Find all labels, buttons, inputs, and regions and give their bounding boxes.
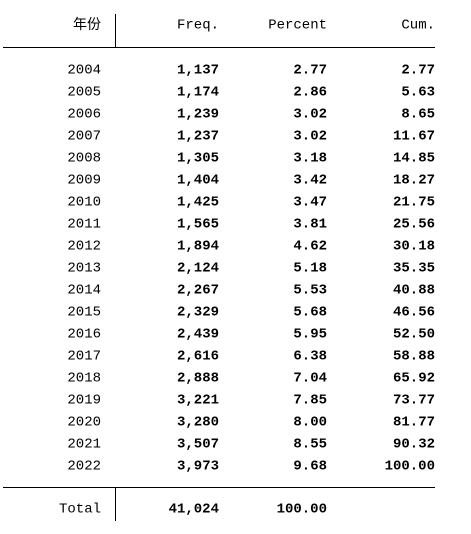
cell: 4.62 bbox=[293, 239, 327, 255]
cell: 2,329 bbox=[177, 305, 219, 321]
cell: 8.65 bbox=[401, 107, 435, 123]
cell: 90.32 bbox=[393, 437, 435, 453]
cell: 30.18 bbox=[393, 239, 435, 255]
cell: 7.85 bbox=[293, 393, 327, 409]
cell: 8.55 bbox=[293, 437, 327, 453]
cell: 2,439 bbox=[177, 327, 219, 343]
cell: 73.77 bbox=[393, 393, 435, 409]
row-label: 2011 bbox=[67, 217, 101, 233]
cell: 18.27 bbox=[393, 173, 435, 189]
column-header: Freq. bbox=[177, 18, 219, 34]
column-header: Cum. bbox=[401, 18, 435, 34]
column-header: 年份 bbox=[73, 17, 101, 33]
cell: 5.95 bbox=[293, 327, 327, 343]
row-label: 2014 bbox=[67, 283, 101, 299]
cell: 1,305 bbox=[177, 151, 219, 167]
column-header: Percent bbox=[268, 18, 327, 34]
cell: 5.53 bbox=[293, 283, 327, 299]
total-cell: 100.00 bbox=[277, 502, 327, 518]
row-label: 2012 bbox=[67, 239, 101, 255]
cell: 35.35 bbox=[393, 261, 435, 277]
cell: 1,894 bbox=[177, 239, 219, 255]
cell: 2,888 bbox=[177, 371, 219, 387]
cell: 1,237 bbox=[177, 129, 219, 145]
row-label: 2018 bbox=[67, 371, 101, 387]
cell: 1,425 bbox=[177, 195, 219, 211]
row-label: 2022 bbox=[67, 459, 101, 475]
cell: 11.67 bbox=[393, 129, 435, 145]
cell: 21.75 bbox=[393, 195, 435, 211]
row-label: 2007 bbox=[67, 129, 101, 145]
cell: 46.56 bbox=[393, 305, 435, 321]
cell: 3,280 bbox=[177, 415, 219, 431]
cell: 5.68 bbox=[293, 305, 327, 321]
row-label: 2015 bbox=[67, 305, 101, 321]
cell: 5.63 bbox=[401, 85, 435, 101]
cell: 3,973 bbox=[177, 459, 219, 475]
cell: 1,404 bbox=[177, 173, 219, 189]
row-label: 2008 bbox=[67, 151, 101, 167]
cell: 2,267 bbox=[177, 283, 219, 299]
cell: 2,124 bbox=[177, 261, 219, 277]
row-label: 2013 bbox=[67, 261, 101, 277]
cell: 1,137 bbox=[177, 63, 219, 79]
cell: 1,565 bbox=[177, 217, 219, 233]
cell: 3.18 bbox=[293, 151, 327, 167]
cell: 14.85 bbox=[393, 151, 435, 167]
total-label: Total bbox=[59, 502, 101, 518]
row-label: 2004 bbox=[67, 63, 101, 79]
cell: 81.77 bbox=[393, 415, 435, 431]
cell: 1,239 bbox=[177, 107, 219, 123]
total-cell: 41,024 bbox=[169, 502, 219, 518]
row-label: 2017 bbox=[67, 349, 101, 365]
cell: 2,616 bbox=[177, 349, 219, 365]
cell: 25.56 bbox=[393, 217, 435, 233]
row-label: 2006 bbox=[67, 107, 101, 123]
cell: 3,507 bbox=[177, 437, 219, 453]
cell: 3.81 bbox=[293, 217, 327, 233]
cell: 6.38 bbox=[293, 349, 327, 365]
cell: 8.00 bbox=[293, 415, 327, 431]
cell: 7.04 bbox=[293, 371, 327, 387]
cell: 5.18 bbox=[293, 261, 327, 277]
row-label: 2020 bbox=[67, 415, 101, 431]
cell: 3.42 bbox=[293, 173, 327, 189]
cell: 52.50 bbox=[393, 327, 435, 343]
cell: 1,174 bbox=[177, 85, 219, 101]
row-label: 2021 bbox=[67, 437, 101, 453]
cell: 2.77 bbox=[293, 63, 327, 79]
cell: 3.02 bbox=[293, 129, 327, 145]
cell: 65.92 bbox=[393, 371, 435, 387]
row-label: 2009 bbox=[67, 173, 101, 189]
row-label: 2010 bbox=[67, 195, 101, 211]
cell: 100.00 bbox=[385, 459, 435, 475]
cell: 3.47 bbox=[293, 195, 327, 211]
cell: 9.68 bbox=[293, 459, 327, 475]
row-label: 2019 bbox=[67, 393, 101, 409]
row-label: 2005 bbox=[67, 85, 101, 101]
cell: 3.02 bbox=[293, 107, 327, 123]
cell: 3,221 bbox=[177, 393, 219, 409]
cell: 2.86 bbox=[293, 85, 327, 101]
cell: 40.88 bbox=[393, 283, 435, 299]
cell: 2.77 bbox=[401, 63, 435, 79]
cell: 58.88 bbox=[393, 349, 435, 365]
row-label: 2016 bbox=[67, 327, 101, 343]
